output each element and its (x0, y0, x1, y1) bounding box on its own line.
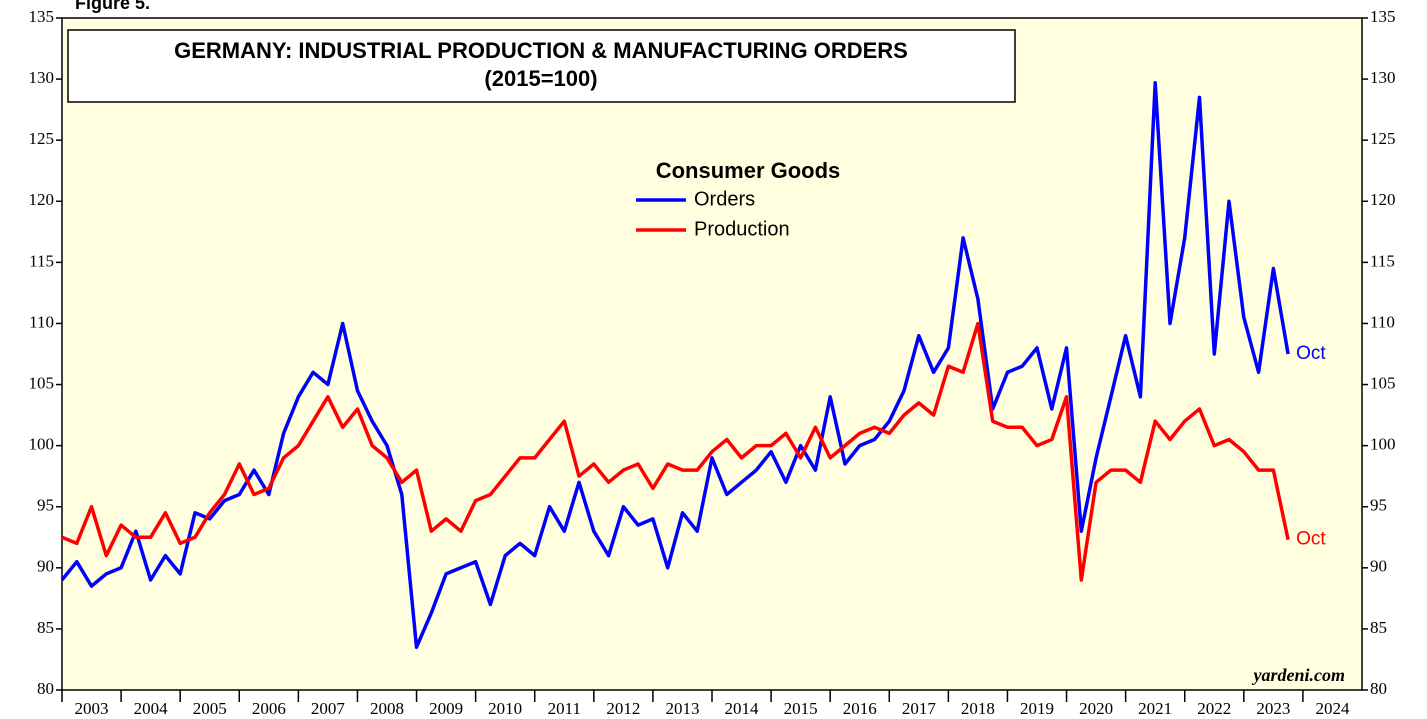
chart-subtitle: (2015=100) (484, 66, 597, 91)
y-tick-label: 95 (37, 496, 54, 515)
source: yardeni.com (1252, 665, 1346, 685)
x-tick-label: 2005 (193, 699, 227, 718)
y-tick-label: 80 (37, 679, 54, 698)
figure-label: Figure 5. (75, 0, 150, 13)
y-tick-label: 125 (29, 129, 55, 148)
x-tick-label: 2024 (1315, 699, 1350, 718)
y2-tick-label: 125 (1370, 129, 1396, 148)
y2-tick-label: 90 (1370, 557, 1387, 576)
y-tick-label: 120 (29, 190, 55, 209)
y2-tick-label: 100 (1370, 435, 1396, 454)
chart-title: GERMANY: INDUSTRIAL PRODUCTION & MANUFAC… (174, 38, 908, 63)
y-tick-label: 110 (29, 312, 54, 331)
x-tick-label: 2021 (1138, 699, 1172, 718)
y-tick-label: 90 (37, 557, 54, 576)
y2-tick-label: 95 (1370, 496, 1387, 515)
x-tick-label: 2007 (311, 699, 346, 718)
x-tick-label: 2017 (902, 699, 937, 718)
y2-tick-label: 120 (1370, 190, 1396, 209)
series-line (61, 321, 1290, 582)
y-tick-label: 100 (29, 435, 55, 454)
y2-tick-label: 115 (1370, 251, 1395, 270)
x-tick-label: 2018 (961, 699, 995, 718)
x-tick-label: 2014 (725, 699, 760, 718)
legend-label: Orders (694, 188, 755, 210)
plot-area (61, 17, 1363, 691)
end-annotation: Oct (1296, 343, 1326, 364)
x-tick-label: 2009 (429, 699, 463, 718)
y2-tick-label: 135 (1370, 7, 1396, 26)
x-tick-label: 2015 (784, 699, 818, 718)
x-tick-label: 2003 (75, 699, 109, 718)
y2-tick-label: 130 (1370, 68, 1396, 87)
x-tick-label: 2004 (134, 699, 169, 718)
x-tick-label: 2022 (1197, 699, 1231, 718)
y2-tick-label: 85 (1370, 618, 1387, 637)
y-tick-label: 105 (29, 373, 55, 392)
x-tick-label: 2023 (1256, 699, 1290, 718)
end-annotation: Oct (1296, 529, 1326, 550)
title-box (67, 29, 1016, 103)
x-tick-label: 2006 (252, 699, 286, 718)
x-tick-label: 2020 (1079, 699, 1113, 718)
x-tick-label: 2013 (665, 699, 699, 718)
y-tick-label: 130 (29, 68, 55, 87)
y2-tick-label: 105 (1370, 373, 1396, 392)
x-tick-label: 2012 (606, 699, 640, 718)
x-tick-label: 2008 (370, 699, 404, 718)
x-tick-label: 2010 (488, 699, 522, 718)
x-tick-label: 2016 (843, 699, 877, 718)
y-tick-label: 135 (29, 7, 55, 26)
x-tick-label: 2011 (548, 699, 581, 718)
x-tick-label: 2019 (1020, 699, 1054, 718)
y2-tick-label: 80 (1370, 679, 1387, 698)
y-tick-label: 85 (37, 618, 54, 637)
y-tick-label: 115 (29, 251, 54, 270)
y2-tick-label: 110 (1370, 312, 1395, 331)
legend-label: Production (694, 218, 790, 240)
legend-title: Consumer Goods (656, 158, 841, 183)
